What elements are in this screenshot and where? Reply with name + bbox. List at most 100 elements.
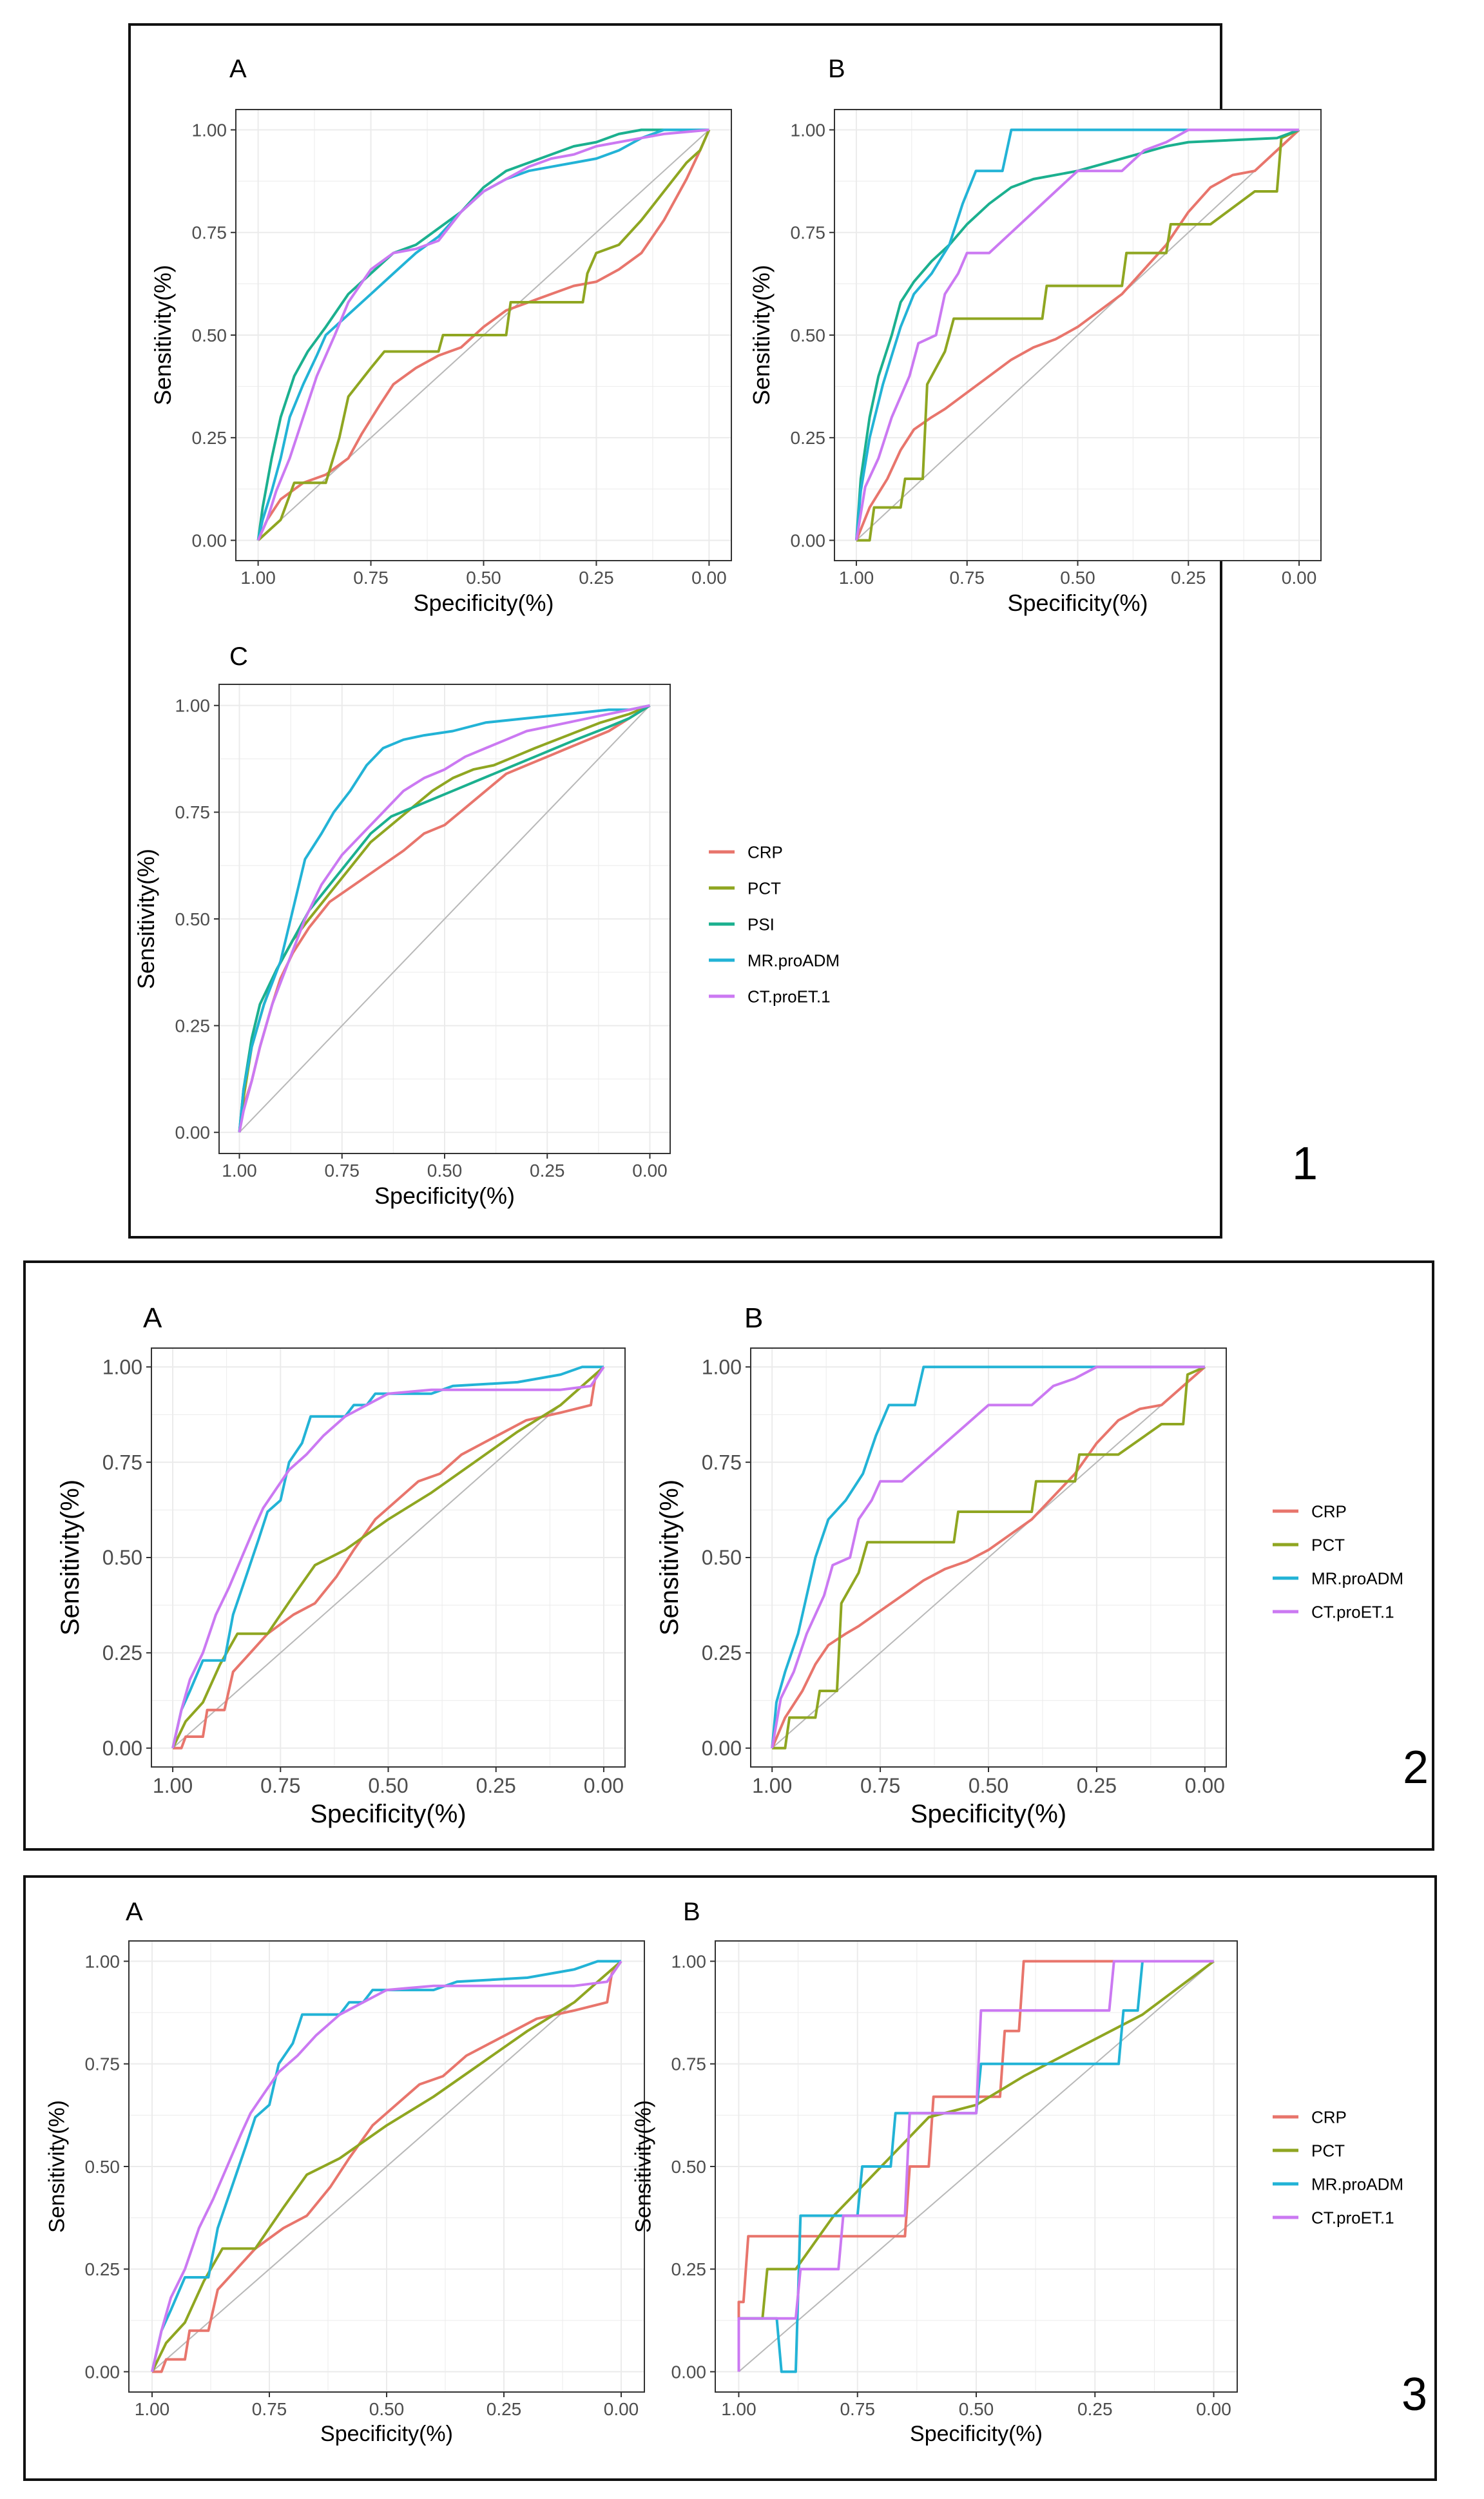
series-line-pct: [151, 1960, 622, 2373]
x-tick-label: 0.25: [1077, 2399, 1113, 2419]
legend-label: PSI: [747, 914, 775, 934]
y-tick-label: 0.75: [702, 1451, 742, 1474]
diagonal-reference-line: [856, 129, 1300, 541]
group-1-frame: [128, 23, 1222, 1239]
x-tick-label: 0.00: [604, 2399, 639, 2419]
y-tick-label: 0.50: [671, 2157, 707, 2177]
diagonal-reference-line: [238, 705, 651, 1133]
series-line-mr-proadm: [771, 1365, 1205, 1748]
y-axis-label: Sensitivity(%): [748, 265, 775, 405]
y-tick-label: 0.25: [192, 428, 227, 448]
y-tick-label: 0.75: [175, 802, 211, 822]
x-axis-label: Specificity(%): [1007, 590, 1148, 616]
legend-label: CT.proET.1: [1311, 1602, 1394, 1621]
series-line-ct-proet-1: [171, 1366, 605, 1749]
x-tick-label: 0.50: [427, 1161, 463, 1181]
y-tick-label: 0.50: [192, 325, 227, 345]
y-tick-label: 0.75: [192, 223, 227, 243]
y-tick-label: 0.25: [702, 1641, 742, 1664]
y-axis-label: Sensitivity(%): [133, 849, 159, 989]
series-line-mr-proadm: [855, 128, 1299, 541]
y-tick-label: 0.00: [85, 2362, 120, 2382]
diagonal-reference-line: [738, 1960, 1215, 2373]
panel-letter: C: [229, 642, 248, 671]
series-line-mr-proadm: [171, 1365, 604, 1749]
chart-g2-a: 1.00 0.75 0.50 0.25 0.00 0.00 0.25 0.50 0.75 1.00…: [56, 1302, 626, 1828]
x-axis-label: Specificity(%): [413, 590, 554, 616]
y-tick-label: 1.00: [175, 696, 211, 716]
x-tick-label: 0.25: [1171, 568, 1206, 588]
y-tick-label: 0.75: [791, 223, 826, 243]
chart-g1-b: 1.00 0.75 0.50 0.25 0.00 0.00 0.25 0.50 0.75 1.00…: [748, 55, 1322, 616]
y-tick-label: 0.00: [102, 1737, 142, 1760]
y-tick-label: 0.25: [85, 2259, 120, 2279]
x-tick-label: 1.00: [153, 1774, 193, 1797]
series-line-ct-proet-1: [771, 1365, 1205, 1749]
x-axis-label: Specificity(%): [374, 1182, 515, 1209]
y-tick-label: 0.75: [671, 2054, 707, 2074]
series-line-crp: [152, 1960, 622, 2373]
y-tick-label: 1.00: [791, 120, 826, 140]
x-tick-label: 0.50: [959, 2399, 994, 2419]
panel-letter: B: [828, 55, 845, 83]
series-line-crp: [256, 129, 711, 541]
legend-label: CT.proET.1: [1311, 2208, 1394, 2227]
x-tick-label: 0.25: [476, 1774, 516, 1797]
chart-g1-c: 1.00 0.75 0.50 0.25 0.00 0.00 0.25 0.50 0.75 1.00…: [133, 642, 671, 1209]
panel-letter: A: [143, 1302, 162, 1334]
x-tick-label: 0.50: [968, 1774, 1008, 1797]
diagonal-reference-line: [151, 1960, 622, 2373]
y-tick-label: 0.50: [102, 1546, 142, 1569]
y-axis-label: Sensitivity(%): [45, 2100, 70, 2233]
x-tick-label: 0.75: [260, 1774, 300, 1797]
panel-letter: A: [126, 1898, 143, 1926]
diagonal-reference-line: [172, 1366, 604, 1749]
y-tick-label: 1.00: [702, 1355, 742, 1378]
x-tick-label: 0.00: [1196, 2399, 1231, 2419]
x-axis-label: Specificity(%): [911, 1800, 1066, 1828]
series-line-pct: [257, 129, 711, 541]
legend-label: PCT: [747, 878, 781, 898]
series-line-mr-proadm: [737, 1960, 1214, 2373]
y-axis-label: Sensitivity(%): [56, 1480, 84, 1635]
panel-letter: B: [744, 1302, 763, 1334]
series-line-crp: [737, 1960, 1214, 2372]
series-line-ct-proet-1: [256, 128, 709, 541]
x-axis-label: Specificity(%): [310, 1800, 466, 1828]
y-tick-label: 0.25: [791, 428, 826, 448]
x-tick-label: 0.00: [584, 1774, 624, 1797]
series-line-psi: [855, 128, 1300, 541]
y-tick-label: 0.00: [791, 530, 826, 550]
x-tick-label: 1.00: [839, 568, 874, 588]
chart-g1-a: 1.00 0.75 0.50 0.25 0.00 0.00 0.25 0.50 0.75 1.00…: [149, 55, 732, 616]
series-line-ct-proet-1: [737, 1960, 1214, 2372]
y-tick-label: 1.00: [85, 1951, 120, 1971]
legend-3: CRP PCT MR.proADM CT.proET.1: [1273, 2107, 1403, 2227]
y-tick-label: 1.00: [102, 1355, 142, 1378]
panel-letter: B: [683, 1898, 700, 1926]
y-tick-label: 0.50: [791, 325, 826, 345]
group-2-number: 2: [1403, 1742, 1429, 1793]
series-line-ct-proet-1: [238, 704, 650, 1133]
series-line-crp: [173, 1366, 605, 1750]
series-line-ct-proet-1: [151, 1960, 622, 2372]
y-axis-label: Sensitivity(%): [149, 265, 176, 405]
series-line-ct-proet-1: [855, 128, 1299, 541]
legend-label: CRP: [1311, 1501, 1347, 1521]
legend-label: CRP: [747, 842, 783, 862]
legend-2: CRP PCT MR.proADM CT.proET.1: [1273, 1501, 1403, 1621]
series-line-pct: [856, 128, 1300, 542]
series-line-pct: [772, 1365, 1206, 1750]
y-tick-label: 0.75: [102, 1451, 142, 1474]
y-tick-label: 0.00: [702, 1737, 742, 1760]
x-tick-label: 1.00: [721, 2399, 756, 2419]
series-line-crp: [855, 129, 1300, 541]
x-tick-label: 0.00: [691, 568, 727, 588]
legend-label: MR.proADM: [1311, 1568, 1403, 1588]
x-tick-label: 0.00: [1185, 1774, 1225, 1797]
legend-label: MR.proADM: [1311, 2174, 1403, 2194]
y-tick-label: 0.00: [671, 2362, 707, 2382]
x-axis-label: Specificity(%): [910, 2422, 1043, 2446]
x-tick-label: 1.00: [752, 1774, 792, 1797]
y-tick-label: 0.50: [85, 2157, 120, 2177]
